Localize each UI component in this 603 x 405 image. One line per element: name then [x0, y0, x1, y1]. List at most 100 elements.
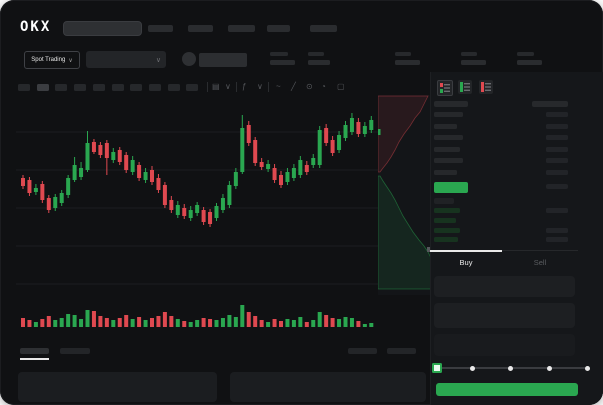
bottom-card-2 [230, 372, 426, 402]
ask-amount-placeholder [546, 158, 568, 163]
timeframe-button[interactable] [130, 84, 143, 91]
tabbar-divider [430, 250, 578, 251]
indicators-chevron-icon[interactable]: ∨ [257, 82, 263, 91]
tab-buy[interactable]: Buy [430, 252, 502, 272]
chevron-down-icon: ∨ [68, 57, 73, 64]
ask-row[interactable] [430, 156, 578, 165]
book-asks-icon[interactable] [479, 80, 493, 94]
depth-chart[interactable] [378, 95, 434, 295]
market-type-label: Spot Trading [31, 57, 66, 63]
bottom-action-1[interactable] [348, 348, 377, 354]
nav-item[interactable] [148, 25, 173, 32]
toolbar-divider [236, 82, 237, 92]
ask-amount-placeholder [546, 124, 568, 129]
timeframe-button[interactable] [111, 84, 124, 91]
okx-logo[interactable]: OKX [20, 19, 52, 35]
total-field [434, 334, 575, 356]
stat-label-placeholder [517, 52, 534, 56]
bottom-action-2[interactable] [387, 348, 416, 354]
pair-title-placeholder[interactable] [199, 53, 247, 67]
timeframe-button[interactable] [186, 84, 199, 91]
bid-price-placeholder [434, 208, 460, 213]
bid-price-placeholder [434, 237, 458, 242]
stat-value-placeholder [517, 60, 542, 65]
nav-item[interactable] [310, 25, 337, 32]
ask-price-placeholder [434, 147, 460, 152]
bid-amount-placeholder [546, 208, 568, 213]
camera-icon[interactable]: ⊙ [306, 82, 313, 91]
ask-price-placeholder [434, 124, 457, 129]
last-price-badge[interactable] [434, 182, 468, 193]
token-avatar [182, 52, 196, 66]
ask-amount-placeholder [546, 170, 568, 175]
bid-row[interactable] [430, 206, 578, 215]
bottom-tab-2[interactable] [60, 348, 90, 354]
buy-submit-button[interactable] [436, 383, 578, 396]
chart-type-icon[interactable]: ▤ [212, 82, 220, 91]
timeframe-button[interactable] [36, 84, 49, 91]
timer-icon[interactable]: ◔ [321, 82, 326, 91]
stat-label-placeholder [461, 52, 477, 56]
pair-select-dropdown[interactable]: ∨ [86, 51, 166, 68]
timeframe-button[interactable] [55, 84, 68, 91]
market-type-dropdown[interactable]: Spot Trading ∨ [24, 51, 80, 69]
tab-sell[interactable]: Sell [502, 252, 578, 272]
stat-label-placeholder [270, 52, 288, 56]
book-bids-icon[interactable] [458, 80, 472, 94]
candlestick-chart[interactable] [14, 95, 380, 340]
line-tool-icon[interactable]: ~ [276, 82, 281, 91]
slider-stop[interactable] [507, 365, 513, 371]
timeframe-button[interactable] [18, 84, 30, 91]
bid-amount-placeholder [546, 228, 568, 233]
ask-price-placeholder [434, 135, 463, 140]
timeframe-button[interactable] [74, 84, 87, 91]
book-combined-icon[interactable] [437, 80, 453, 96]
active-tab-indicator [430, 249, 502, 252]
nav-item[interactable] [267, 25, 290, 32]
search-input[interactable] [63, 21, 142, 36]
slider-stop[interactable] [469, 365, 475, 371]
fullscreen-icon[interactable]: ▢ [337, 82, 345, 91]
ask-row[interactable] [430, 122, 578, 131]
nav-item[interactable] [188, 25, 213, 32]
book-combined-glyph [440, 83, 450, 93]
stat-label-placeholder [308, 52, 324, 56]
ask-row[interactable] [430, 110, 578, 119]
price-input[interactable] [434, 276, 575, 297]
ask-amount-placeholder [546, 135, 568, 140]
bottom-card-1 [18, 372, 217, 402]
amount-slider-track[interactable] [432, 363, 590, 373]
stat-value-placeholder [270, 60, 295, 65]
bid-price-placeholder [434, 228, 460, 233]
ask-row[interactable] [430, 133, 578, 142]
tab-buy-label: Buy [459, 257, 473, 267]
ask-row[interactable] [430, 145, 578, 154]
bid-row[interactable] [430, 235, 578, 244]
ask-amount-placeholder [546, 147, 568, 152]
slider-stop[interactable] [546, 365, 552, 371]
bottom-tab-active[interactable] [20, 348, 49, 354]
stat-value-placeholder [461, 60, 486, 65]
ask-amount-placeholder [546, 112, 568, 117]
toolbar-divider [207, 82, 208, 92]
book-bids-glyph [460, 82, 470, 92]
chart-type-chevron-icon[interactable]: ∨ [225, 82, 231, 91]
timeframe-button[interactable] [92, 84, 105, 91]
draw-tool-icon[interactable]: ╱ [291, 82, 296, 91]
stat-value-placeholder [395, 60, 420, 65]
timeframe-button[interactable] [167, 84, 180, 91]
amount-slider-handle[interactable] [432, 363, 442, 373]
timeframe-button[interactable] [148, 84, 161, 91]
book-asks-glyph [481, 82, 491, 92]
bid-row[interactable] [430, 226, 578, 235]
slider-stop[interactable] [584, 365, 590, 371]
ask-row[interactable] [430, 168, 578, 177]
amount-input[interactable] [434, 303, 575, 328]
indicators-icon[interactable]: ƒ [242, 82, 247, 91]
bid-row[interactable] [430, 216, 578, 225]
stat-label-placeholder [395, 52, 411, 56]
nav-item[interactable] [228, 25, 255, 32]
orderbook-header-amount [532, 101, 568, 107]
ask-price-placeholder [434, 158, 463, 163]
